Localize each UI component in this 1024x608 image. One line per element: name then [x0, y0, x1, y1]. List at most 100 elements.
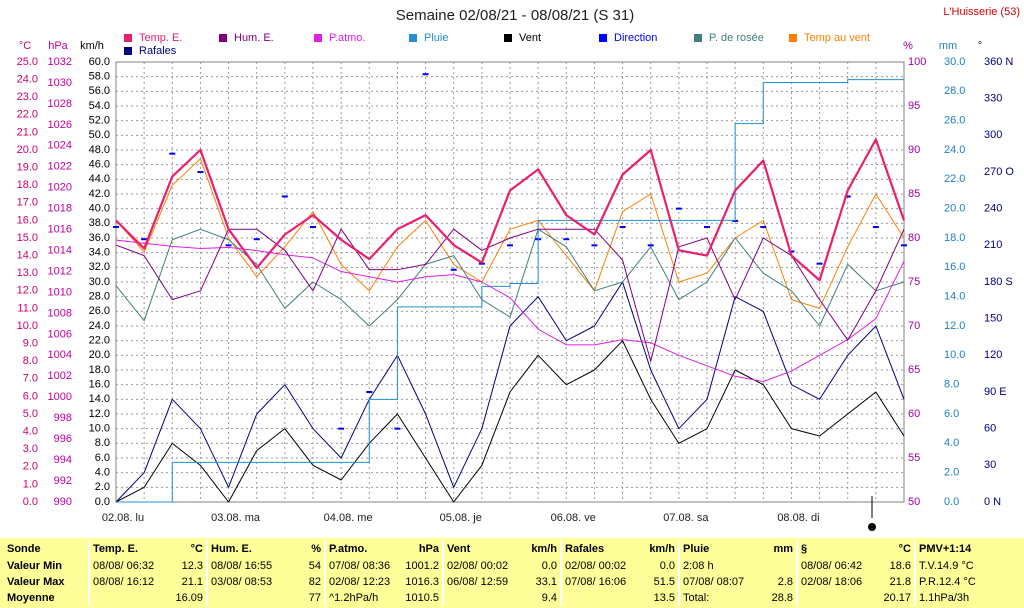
direction-dot: [253, 238, 260, 241]
y-tick-label: 1024: [48, 140, 72, 152]
legend-swatch: [219, 34, 227, 42]
y-tick-label: 60: [908, 408, 920, 420]
y-tick-label: 54.0: [89, 100, 110, 112]
y-tick-label: 1.0: [23, 478, 38, 490]
series: [113, 73, 907, 503]
direction-dot: [563, 238, 570, 241]
legend-label: P. de rosée: [709, 32, 764, 44]
y-tick-label: 180 S: [984, 276, 1013, 288]
y-tick-label: 1030: [48, 77, 72, 89]
y-tick-label: 26.0: [89, 305, 110, 317]
stats-value: 13.5: [654, 592, 675, 604]
direction-dot: [113, 226, 119, 228]
stats-title: Hum. E.: [211, 543, 252, 555]
y-tick-label: 4.0: [95, 467, 110, 479]
y-tick-label: 1016: [48, 224, 72, 236]
direction-dot: [394, 427, 401, 430]
stats-value: 33.1: [536, 576, 557, 588]
stats-unit: km/h: [649, 543, 675, 555]
y-tick-label: 20.0: [89, 349, 110, 361]
y-tick-label: 16.0: [944, 261, 965, 273]
y-tick-label: 75: [908, 276, 920, 288]
y-tick-label: 22.0: [944, 173, 965, 185]
stats-time: ^1.2hPa/h: [329, 592, 378, 604]
axis-title: hPa: [48, 40, 68, 52]
direction-dot: [338, 427, 345, 430]
stats-value: 21.1: [182, 576, 203, 588]
stats-unit: °C: [191, 543, 203, 555]
y-tick-label: 1000: [48, 391, 72, 403]
stats-time: 02/08/ 18:06: [801, 576, 862, 588]
direction-dot: [507, 244, 513, 247]
legend-label: Temp. E.: [139, 32, 182, 44]
direction-dot: [591, 244, 598, 247]
x-tick-label: 04.08. me: [324, 512, 373, 524]
stats-time: 02/08/ 12:23: [329, 576, 390, 588]
x-tick-label: 02.08. lu: [102, 512, 144, 524]
y-tick-label: 1004: [48, 349, 72, 361]
direction-dot: [366, 391, 373, 393]
axis-title: °C: [19, 40, 31, 52]
direction-dot: [872, 226, 879, 228]
y-tick-label: 1022: [48, 161, 72, 173]
stats-value: 21.8: [890, 576, 911, 588]
y-tick-label: 44.0: [89, 173, 110, 185]
direction-dot: [197, 171, 204, 173]
direction-dot: [422, 73, 429, 76]
y-tick-label: 2.0: [23, 461, 38, 473]
y-tick-label: 8.0: [95, 437, 110, 449]
y-tick-label: 992: [54, 475, 72, 487]
y-tick-label: 1014: [48, 244, 72, 256]
stats-value: 2.8: [778, 576, 793, 588]
stats-time: 02/08/ 00:02: [447, 560, 508, 572]
stats-value: 82: [309, 576, 321, 588]
direction-dot: [647, 244, 654, 247]
series-line: [115, 138, 906, 282]
y-tick-label: 50: [908, 496, 920, 508]
direction-dot: [619, 226, 626, 228]
stats-value: 16.09: [175, 592, 203, 604]
y-tick-label: 20.0: [944, 203, 965, 215]
y-tick-label: 60.0: [89, 56, 110, 68]
y-tick-label: 14.0: [944, 291, 965, 303]
direction-dot: [141, 238, 148, 241]
y-tick-label: 28.0: [89, 291, 110, 303]
y-tick-label: 4.0: [944, 437, 959, 449]
axis-title: %: [903, 40, 913, 52]
y-tick-label: 24.0: [89, 320, 110, 332]
y-tick-label: 46.0: [89, 159, 110, 171]
y-tick-label: 330: [984, 93, 1002, 105]
axis-title: mm: [939, 40, 957, 52]
y-tick-label: 7.0: [23, 373, 38, 385]
stats-unit: km/h: [531, 543, 557, 555]
y-tick-label: 25.0: [17, 56, 38, 68]
y-tick-label: 270 O: [984, 166, 1014, 178]
x-tick-label: 06.08. ve: [551, 512, 596, 524]
stats-value: 51.5: [654, 576, 675, 588]
stats-title: PMV+1:14: [919, 543, 972, 555]
direction-dot: [901, 244, 907, 247]
series-line: [116, 79, 904, 503]
stats-value: 0.0: [660, 560, 675, 572]
series-line: [115, 239, 905, 383]
y-tick-label: 28.0: [944, 85, 965, 97]
y-tick-label: 0.0: [944, 496, 959, 508]
y-tick-label: 0.0: [23, 496, 38, 508]
y-tick-label: 10.0: [89, 423, 110, 435]
y-tick-label: 12.0: [89, 408, 110, 420]
y-tick-label: 18.0: [944, 232, 965, 244]
stats-title: Temp. E.: [93, 543, 138, 555]
y-tick-label: 8.0: [23, 355, 38, 367]
stats-row-label: Sonde: [7, 543, 41, 555]
stats-unit: %: [311, 543, 321, 555]
y-tick-label: 150: [984, 313, 1002, 325]
y-tick-label: 85: [908, 188, 920, 200]
y-tick-label: 36.0: [89, 232, 110, 244]
direction-dot: [704, 226, 710, 228]
y-tick-label: 1026: [48, 119, 72, 131]
y-tick-label: 21.0: [17, 126, 38, 138]
stats-time: 2:08 h: [683, 560, 714, 572]
y-tick-label: 55: [908, 452, 920, 464]
series-line: [115, 228, 905, 362]
